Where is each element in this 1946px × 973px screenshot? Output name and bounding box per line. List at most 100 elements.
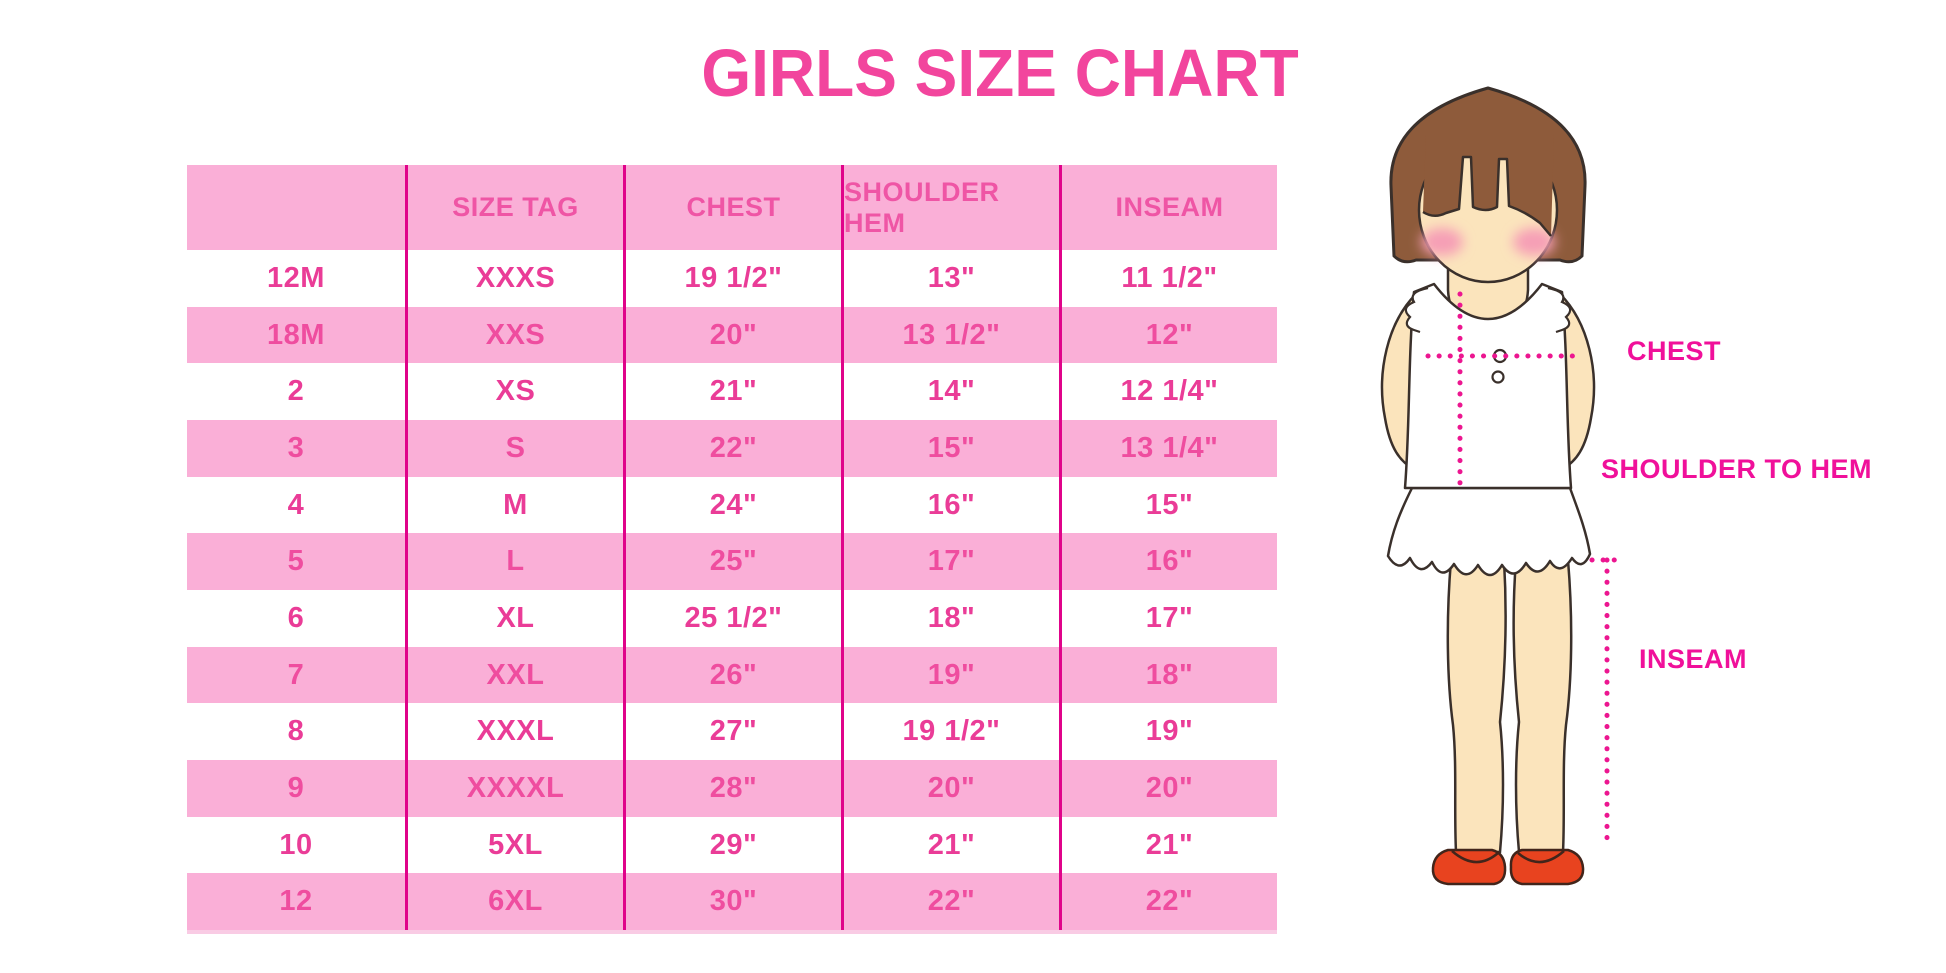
cell-shoulder-hem: 19 1/2" (841, 703, 1059, 761)
cell-size: 18M (267, 318, 325, 351)
cell-chest: 25 1/2" (623, 590, 841, 647)
bodice (1403, 282, 1573, 490)
inseam-measure-label: INSEAM (1639, 644, 1748, 674)
skirt (1386, 486, 1592, 577)
table-row: 8 XXXL 27" 19 1/2" 19" (187, 703, 1277, 761)
right-shoe-strap (1517, 850, 1565, 864)
cell-size: 7 (287, 658, 305, 691)
cell-chest: 28" (623, 760, 841, 817)
cell-shoulder-hem: 16" (841, 476, 1059, 534)
cell-size: 6 (287, 601, 305, 634)
cell-inseam: 18" (1059, 646, 1277, 704)
cell-inseam: 21" (1059, 816, 1277, 874)
cell-shoulder-hem: 14" (841, 363, 1059, 421)
cell-shoulder-hem: 15" (841, 420, 1059, 477)
cell-inseam: 16" (1059, 533, 1277, 591)
cell-chest: 27" (623, 703, 841, 761)
col-header-inseam: INSEAM (1059, 165, 1277, 250)
bangs-edge (1422, 155, 1552, 237)
cell-size: 10 (279, 828, 313, 861)
table-header-row: SIZE TAG CHEST SHOULDER HEM INSEAM (187, 165, 1277, 250)
right-leg (1512, 558, 1573, 854)
left-leg (1446, 558, 1507, 854)
cell-chest: 22" (623, 420, 841, 477)
cell-size: 9 (287, 771, 305, 804)
table-row: 9 XXXXL 28" 20" 20" (187, 760, 1277, 817)
cell-inseam: 22" (1059, 873, 1277, 931)
left-blush (1421, 228, 1463, 256)
table-row: 4 M 24" 16" 15" (187, 476, 1277, 534)
cell-size-tag: XS (405, 363, 623, 421)
cell-chest: 29" (623, 816, 841, 874)
girl-measurement-diagram (1330, 60, 1946, 920)
cell-size-tag: M (405, 476, 623, 534)
table-row: 5 L 25" 17" 16" (187, 533, 1277, 591)
table-row: 2 XS 21" 14" 12 1/4" (187, 363, 1277, 421)
cell-chest: 21" (623, 363, 841, 421)
left-shoe (1431, 848, 1507, 886)
left-ruffle (1404, 286, 1429, 334)
cell-chest: 26" (623, 646, 841, 704)
cell-size: 12M (267, 261, 325, 294)
cell-size: 5 (287, 545, 305, 578)
table-row: 3 S 22" 15" 13 1/4" (187, 420, 1277, 477)
cell-size-tag: XXXXL (405, 760, 623, 817)
table-row: 12M XXXS 19 1/2" 13" 11 1/2" (187, 250, 1277, 307)
cell-chest: 25" (623, 533, 841, 591)
cell-size: 12 (279, 885, 313, 918)
cell-size: 2 (287, 375, 305, 408)
table-row: 12 6XL 30" 22" 22" (187, 873, 1277, 931)
table-row: 6 XL 25 1/2" 18" 17" (187, 590, 1277, 647)
cell-inseam: 11 1/2" (1059, 250, 1277, 307)
cell-shoulder-hem: 18" (841, 590, 1059, 647)
col-header-size (187, 165, 405, 250)
cell-size-tag: 6XL (405, 873, 623, 931)
cell-inseam: 12" (1059, 306, 1277, 364)
col-header-chest: CHEST (623, 165, 841, 250)
cell-shoulder-hem: 22" (841, 873, 1059, 931)
chest-measure-label: CHEST (1627, 336, 1722, 366)
cell-size-tag: XXXL (405, 703, 623, 761)
cell-size-tag: S (405, 420, 623, 477)
cell-inseam: 13 1/4" (1059, 420, 1277, 477)
cell-size-tag: XXL (405, 646, 623, 704)
cell-size-tag: 5XL (405, 816, 623, 874)
cell-shoulder-hem: 21" (841, 816, 1059, 874)
cell-shoulder-hem: 17" (841, 533, 1059, 591)
left-shoe-strap (1451, 850, 1499, 864)
cell-size-tag: XXS (405, 306, 623, 364)
cell-inseam: 15" (1059, 476, 1277, 534)
cell-inseam: 20" (1059, 760, 1277, 817)
cell-size: 8 (287, 715, 305, 748)
cell-shoulder-hem: 20" (841, 760, 1059, 817)
cell-size-tag: L (405, 533, 623, 591)
cell-shoulder-hem: 13 1/2" (841, 306, 1059, 364)
button-bottom (1491, 370, 1505, 384)
table-row: 18M XXS 20" 13 1/2" 12" (187, 306, 1277, 364)
cell-size-tag: XXXS (405, 250, 623, 307)
cell-chest: 19 1/2" (623, 250, 841, 307)
shoulder-to-hem-measure-label: SHOULDER TO HEM (1601, 454, 1873, 484)
cell-size: 3 (287, 431, 305, 464)
cell-shoulder-hem: 19" (841, 646, 1059, 704)
cell-chest: 30" (623, 873, 841, 931)
cell-inseam: 12 1/4" (1059, 363, 1277, 421)
cell-size: 4 (287, 488, 305, 521)
cell-size-tag: XL (405, 590, 623, 647)
cell-chest: 20" (623, 306, 841, 364)
col-header-shoulder-hem: SHOULDER HEM (841, 165, 1059, 250)
cell-inseam: 17" (1059, 590, 1277, 647)
col-header-size-tag: SIZE TAG (405, 165, 623, 250)
table-row: 10 5XL 29" 21" 21" (187, 816, 1277, 874)
girl-illustration (1380, 86, 1625, 886)
cell-shoulder-hem: 13" (841, 250, 1059, 307)
page-title: GIRLS SIZE CHART (701, 35, 1299, 111)
right-ruffle (1547, 286, 1572, 334)
table-row: 7 XXL 26" 19" 18" (187, 646, 1277, 704)
cell-chest: 24" (623, 476, 841, 534)
size-table: SIZE TAG CHEST SHOULDER HEM INSEAM 12M X… (187, 165, 1277, 934)
cell-inseam: 19" (1059, 703, 1277, 761)
right-shoe (1509, 848, 1585, 886)
inseam-measure-line (1589, 557, 1625, 843)
